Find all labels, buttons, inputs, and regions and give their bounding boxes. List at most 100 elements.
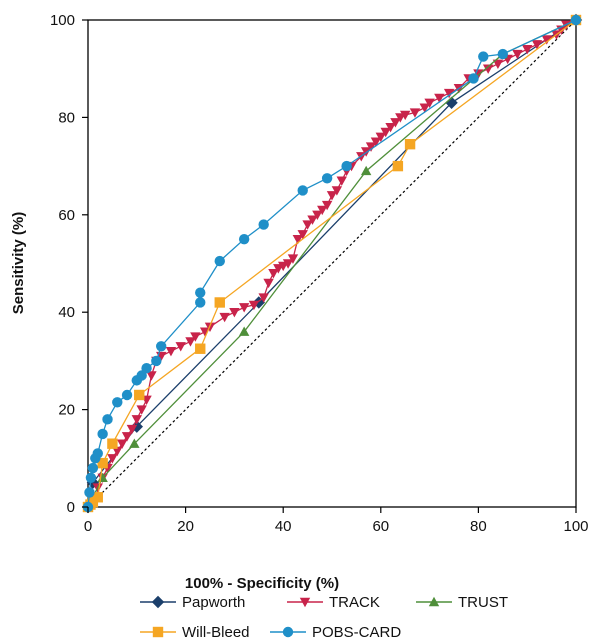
pobs-card-point xyxy=(497,48,508,60)
pobs-card-point xyxy=(102,414,113,425)
will-bleed-point xyxy=(195,343,206,354)
track-point xyxy=(219,312,230,323)
y-tick-label: 100 xyxy=(50,12,75,29)
track-point xyxy=(512,49,523,60)
track-point xyxy=(409,108,421,118)
pobs-card-point xyxy=(468,73,479,84)
track-point xyxy=(331,186,343,196)
y-tick-label: 0 xyxy=(67,499,75,516)
track-point xyxy=(307,215,318,225)
legend: Papworth TRACK TRUST Will-Bleed POBS-CARD xyxy=(140,594,508,641)
pobs-card-point xyxy=(156,341,167,352)
legend-label-track: TRACK xyxy=(329,594,380,611)
track-point xyxy=(229,308,240,318)
track-point xyxy=(116,439,128,449)
track-point xyxy=(541,35,552,45)
legend-item-will-bleed: Will-Bleed xyxy=(140,624,250,641)
legend-marker-papworth xyxy=(151,595,165,609)
will-bleed-point xyxy=(392,160,404,172)
will-bleed-point xyxy=(404,138,416,150)
will-bleed-point xyxy=(214,297,225,308)
pobs-card-point xyxy=(214,255,225,267)
track-point xyxy=(121,432,133,442)
x-tick-label: 40 xyxy=(275,518,292,535)
track-point xyxy=(482,64,494,74)
x-tick-label: 20 xyxy=(177,518,194,535)
pobs-card-point xyxy=(112,397,123,408)
track-point xyxy=(370,137,382,147)
track-point xyxy=(312,210,323,220)
track-point xyxy=(321,200,333,211)
will-bleed-point xyxy=(134,389,145,401)
track-point xyxy=(292,234,304,245)
x-tick-label: 80 xyxy=(470,518,487,535)
x-axis-title: 100% - Specificity (%) xyxy=(185,575,339,592)
y-tick-label: 20 xyxy=(58,402,75,419)
y-tick-label: 80 xyxy=(58,109,75,126)
track-point xyxy=(268,269,279,279)
track-point xyxy=(287,254,299,264)
track-point xyxy=(336,176,347,186)
track-point xyxy=(146,371,157,381)
track-point xyxy=(258,293,269,303)
legend-marker-trust xyxy=(428,596,440,607)
track-point xyxy=(190,332,201,342)
legend-label-pobs-card: POBS-CARD xyxy=(312,624,401,641)
papworth-point xyxy=(445,96,458,109)
x-tick-label: 100 xyxy=(563,518,588,535)
track-point xyxy=(531,40,543,50)
pobs-card-point xyxy=(321,173,333,184)
y-tick-label: 40 xyxy=(58,304,75,321)
track-point xyxy=(282,259,294,269)
track-point xyxy=(248,300,260,311)
track-point xyxy=(297,230,308,240)
track-point xyxy=(263,278,274,289)
legend-label-will-bleed: Will-Bleed xyxy=(182,624,250,641)
track-point xyxy=(185,337,196,347)
will-bleed-point xyxy=(97,457,108,469)
pobs-card-point xyxy=(121,389,133,401)
track-point xyxy=(126,424,138,435)
track-point xyxy=(238,303,250,313)
track-point xyxy=(112,446,123,457)
y-tick-label: 60 xyxy=(58,207,75,224)
series-pobs-card xyxy=(82,14,582,513)
plot-area xyxy=(87,19,577,508)
pobs-card-point xyxy=(297,185,308,196)
track-point xyxy=(136,405,147,415)
trust-point xyxy=(360,165,372,176)
legend-item-track: TRACK xyxy=(287,594,380,611)
track-point xyxy=(204,322,216,333)
track-point xyxy=(365,142,377,152)
legend-marker-will-bleed xyxy=(152,626,164,638)
track-point xyxy=(131,415,142,425)
will-bleed-point xyxy=(107,438,118,449)
pobs-card-point xyxy=(238,233,250,245)
trust-point xyxy=(129,438,140,448)
track-point xyxy=(317,205,328,216)
x-tick-label: 0 xyxy=(84,518,92,535)
track-point xyxy=(165,346,177,357)
track-point xyxy=(302,220,313,230)
pobs-card-point xyxy=(478,51,489,62)
track-point xyxy=(443,88,455,99)
legend-marker-track xyxy=(299,597,311,608)
y-axis-title: Sensitivity (%) xyxy=(10,212,27,315)
pobs-card-point xyxy=(195,287,206,298)
legend-item-trust: TRUST xyxy=(416,594,508,611)
pobs-card-point xyxy=(92,448,103,459)
series-track xyxy=(82,15,582,513)
legend-label-papworth: Papworth xyxy=(182,594,245,611)
track-point xyxy=(175,342,186,352)
x-tick-label: 60 xyxy=(372,518,389,535)
pobs-card-point xyxy=(341,160,352,172)
track-point xyxy=(400,110,411,121)
legend-item-papworth: Papworth xyxy=(140,594,245,611)
pobs-card-point xyxy=(136,370,147,381)
will-bleed-point xyxy=(92,492,103,503)
legend-label-trust: TRUST xyxy=(458,594,508,611)
track-point xyxy=(326,191,338,201)
track-point xyxy=(385,122,396,133)
track-point xyxy=(107,454,118,464)
